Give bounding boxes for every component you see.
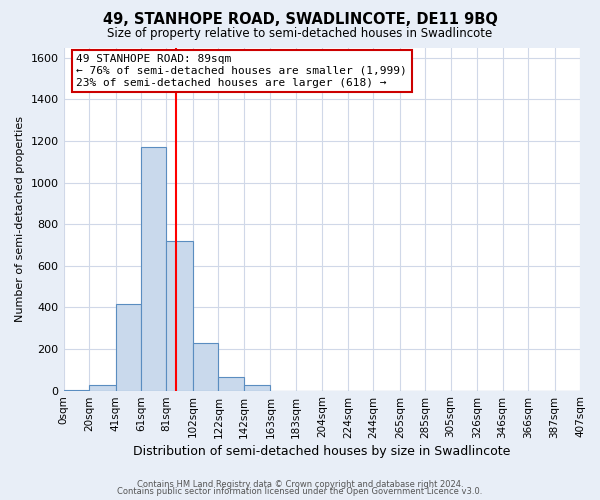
- Y-axis label: Number of semi-detached properties: Number of semi-detached properties: [15, 116, 25, 322]
- Bar: [244, 386, 271, 390]
- Text: 49, STANHOPE ROAD, SWADLINCOTE, DE11 9BQ: 49, STANHOPE ROAD, SWADLINCOTE, DE11 9BQ: [103, 12, 497, 28]
- Bar: [89, 386, 116, 390]
- Text: 49 STANHOPE ROAD: 89sqm
← 76% of semi-detached houses are smaller (1,999)
23% of: 49 STANHOPE ROAD: 89sqm ← 76% of semi-de…: [76, 54, 407, 88]
- X-axis label: Distribution of semi-detached houses by size in Swadlincote: Distribution of semi-detached houses by …: [133, 444, 511, 458]
- Text: Contains public sector information licensed under the Open Government Licence v3: Contains public sector information licen…: [118, 488, 482, 496]
- Text: Size of property relative to semi-detached houses in Swadlincote: Size of property relative to semi-detach…: [107, 28, 493, 40]
- Bar: [218, 377, 244, 390]
- Bar: [116, 304, 141, 390]
- Bar: [166, 241, 193, 390]
- Bar: [193, 342, 218, 390]
- Text: Contains HM Land Registry data © Crown copyright and database right 2024.: Contains HM Land Registry data © Crown c…: [137, 480, 463, 489]
- Bar: [141, 148, 166, 390]
